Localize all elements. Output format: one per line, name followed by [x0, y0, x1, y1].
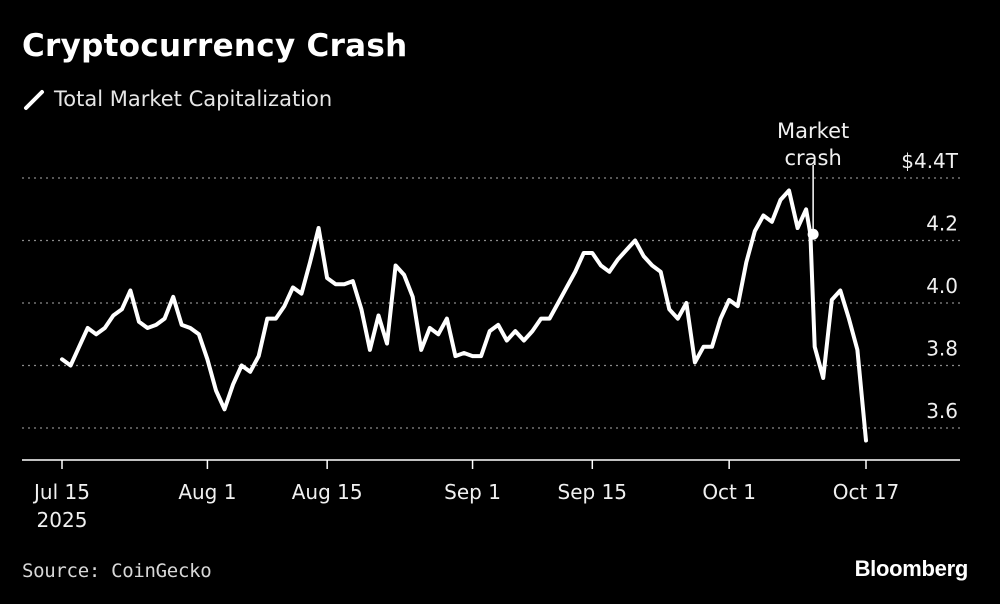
annotation-point — [807, 228, 819, 240]
bloomberg-logo: Bloomberg — [854, 556, 969, 581]
y-tick-label: $4.4T — [901, 149, 959, 173]
legend: Total Market Capitalization — [22, 86, 332, 112]
y-tick-label: 4.2 — [926, 212, 958, 236]
series-line-total-market-cap — [60, 188, 868, 443]
x-tick-label: Oct 17 — [833, 480, 899, 504]
legend-line-icon — [24, 90, 44, 110]
x-tick-label: Jul 15 — [32, 480, 90, 504]
annotation-label: Market — [777, 119, 849, 143]
source-note: Source: CoinGecko — [22, 560, 212, 582]
x-tick-label: Aug 1 — [178, 480, 236, 504]
y-tick-label: 3.8 — [926, 337, 958, 361]
x-tick-sublabel: 2025 — [37, 508, 88, 532]
x-tick-label: Aug 15 — [292, 480, 363, 504]
y-tick-label: 4.0 — [926, 274, 958, 298]
annotation-label: crash — [784, 146, 841, 170]
legend-label: Total Market Capitalization — [54, 87, 333, 111]
x-tick-label: Oct 1 — [702, 480, 756, 504]
chart-title: Cryptocurrency Crash — [22, 28, 408, 64]
y-tick-label: 3.6 — [926, 399, 958, 423]
x-tick-label: Sep 1 — [444, 480, 501, 504]
x-tick-label: Sep 15 — [558, 480, 628, 504]
